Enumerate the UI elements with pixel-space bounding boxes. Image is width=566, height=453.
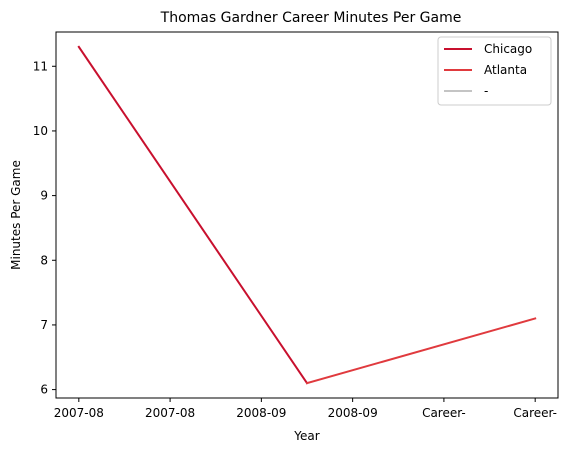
legend-frame bbox=[437, 36, 552, 106]
plot-frame bbox=[55, 31, 559, 399]
y-tick-label: 10 bbox=[33, 124, 48, 138]
y-tick-label: 8 bbox=[40, 253, 48, 267]
y-tick-label: 9 bbox=[40, 189, 48, 203]
x-tick-label: Career- bbox=[422, 406, 466, 420]
series-layer bbox=[77, 45, 537, 385]
x-tick-label: 2008-09 bbox=[236, 406, 286, 420]
x-axis: 2007-08 2007-08 2008-09 2008-09 Career- Caree… bbox=[54, 398, 557, 420]
legend-label: - bbox=[484, 84, 488, 98]
y-axis: 6 7 8 9 10 11 bbox=[33, 59, 56, 397]
x-tick-label: 2007-08 bbox=[54, 406, 104, 420]
chart-title: Thomas Gardner Career Minutes Per Game bbox=[160, 10, 462, 26]
legend: Chicago Atlanta - bbox=[437, 36, 552, 106]
y-axis-title: Minutes Per Game bbox=[9, 160, 23, 270]
x-tick-label: 2008-09 bbox=[328, 406, 378, 420]
x-axis-title: Year bbox=[293, 429, 319, 443]
series-line-atlanta bbox=[305, 317, 537, 385]
legend-label: Chicago bbox=[484, 42, 532, 56]
series-line-chicago bbox=[77, 45, 309, 385]
y-tick-label: 11 bbox=[33, 59, 48, 73]
x-tick-label: 2007-08 bbox=[145, 406, 195, 420]
x-tick-label: Career- bbox=[513, 406, 557, 420]
y-tick-label: 6 bbox=[40, 383, 48, 397]
y-tick-label: 7 bbox=[40, 318, 48, 332]
legend-label: Atlanta bbox=[484, 63, 527, 77]
